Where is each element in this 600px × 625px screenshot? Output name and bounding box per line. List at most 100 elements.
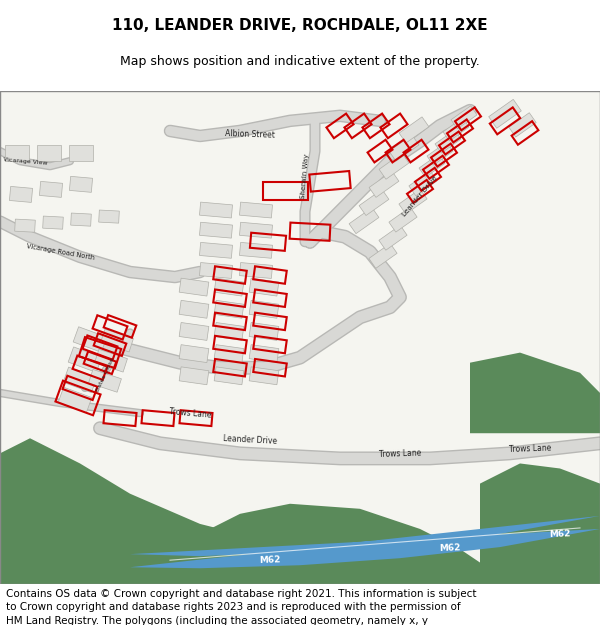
Bar — [439, 131, 465, 154]
Bar — [213, 312, 247, 330]
Bar — [79, 337, 121, 368]
Text: M62: M62 — [439, 543, 461, 553]
Bar — [213, 359, 247, 376]
Bar — [179, 301, 209, 318]
Bar — [490, 107, 520, 134]
Bar — [199, 262, 233, 278]
Bar — [407, 180, 433, 203]
Bar — [399, 117, 429, 143]
Bar — [253, 336, 287, 353]
Bar — [344, 114, 371, 138]
Text: Bates Close: Bates Close — [95, 357, 115, 392]
Polygon shape — [0, 438, 430, 584]
Polygon shape — [200, 504, 490, 584]
Bar — [455, 107, 481, 131]
Bar — [179, 278, 209, 296]
Text: Contains OS data © Crown copyright and database right 2021. This information is : Contains OS data © Crown copyright and d… — [6, 589, 476, 625]
Bar — [83, 351, 116, 374]
Bar — [92, 315, 127, 339]
Text: Leander Drive: Leander Drive — [401, 175, 439, 218]
Text: M62: M62 — [549, 529, 571, 539]
Bar — [94, 333, 127, 356]
Bar — [239, 202, 272, 218]
Text: 110, LEANDER DRIVE, ROCHDALE, OL11 2XE: 110, LEANDER DRIVE, ROCHDALE, OL11 2XE — [112, 18, 488, 33]
Text: M62: M62 — [259, 556, 281, 565]
Text: Vicarage View: Vicarage View — [2, 157, 47, 166]
Bar — [326, 114, 353, 138]
Bar — [68, 347, 102, 372]
Bar — [179, 367, 209, 385]
Polygon shape — [130, 516, 600, 568]
Bar — [399, 189, 427, 214]
Bar — [423, 156, 449, 179]
Bar — [239, 242, 272, 258]
Bar — [179, 344, 209, 362]
Bar — [253, 359, 287, 376]
Bar — [249, 322, 279, 341]
Bar — [104, 315, 136, 338]
Polygon shape — [480, 464, 600, 584]
Bar — [199, 222, 233, 238]
Bar — [359, 189, 389, 216]
Bar — [214, 278, 244, 296]
Bar — [70, 176, 92, 192]
Bar — [213, 336, 247, 353]
Bar — [10, 186, 32, 202]
Bar — [249, 301, 279, 318]
Text: Sherwin Way: Sherwin Way — [300, 154, 310, 199]
Bar — [214, 322, 244, 341]
Bar — [379, 153, 409, 179]
Bar — [389, 135, 419, 161]
Text: Albion Street: Albion Street — [225, 129, 275, 139]
Bar — [362, 114, 389, 138]
Bar — [43, 216, 64, 229]
Bar — [98, 210, 119, 223]
Bar — [63, 367, 97, 392]
Bar — [368, 140, 392, 162]
Bar — [239, 262, 272, 278]
Bar — [404, 140, 428, 162]
Text: Vicarage Road North: Vicarage Road North — [26, 243, 94, 261]
Bar — [179, 322, 209, 341]
Bar — [415, 168, 441, 191]
Bar — [369, 243, 397, 268]
Bar — [380, 114, 407, 138]
Bar — [214, 367, 244, 385]
Bar — [179, 410, 212, 426]
Bar — [73, 327, 107, 352]
Bar — [69, 145, 93, 161]
Bar — [509, 112, 536, 137]
Bar — [5, 145, 29, 161]
Bar — [14, 219, 35, 232]
Bar — [55, 381, 101, 415]
Bar — [199, 242, 233, 258]
Bar — [379, 225, 407, 250]
Bar — [83, 336, 118, 360]
Bar — [435, 130, 461, 153]
Text: Trows Lane: Trows Lane — [169, 407, 211, 419]
Bar — [213, 266, 247, 284]
Bar — [103, 410, 137, 426]
Bar — [409, 171, 437, 196]
Text: Leander Drive: Leander Drive — [223, 434, 277, 446]
Bar — [37, 145, 61, 161]
Bar — [249, 344, 279, 362]
Bar — [95, 349, 127, 372]
Bar — [142, 410, 175, 426]
Bar — [431, 144, 457, 167]
Bar — [512, 121, 538, 145]
Bar — [40, 181, 62, 198]
Bar — [250, 232, 286, 251]
Bar — [443, 118, 469, 141]
Bar — [58, 388, 92, 412]
Bar — [214, 301, 244, 318]
Bar — [263, 182, 308, 201]
Bar — [447, 119, 473, 142]
Text: Trows Lane: Trows Lane — [379, 448, 421, 459]
Bar — [62, 376, 97, 400]
Text: Trows Lane: Trows Lane — [509, 443, 551, 454]
Bar — [71, 213, 91, 226]
Bar — [199, 202, 233, 218]
Bar — [253, 289, 287, 307]
Bar — [369, 171, 399, 198]
